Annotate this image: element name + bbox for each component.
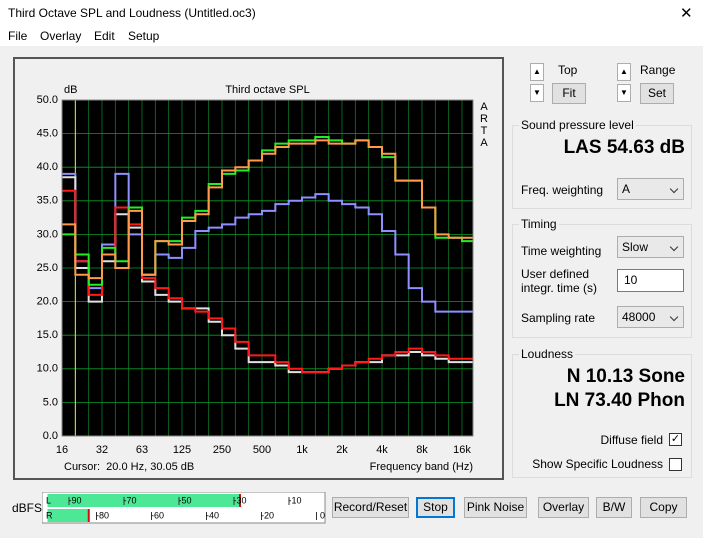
window-title: Third Octave SPL and Loudness (Untitled.… [8,6,256,20]
meter-tick-label: -50 [178,495,191,505]
meter-tick-label: -80 [96,510,109,520]
button[interactable]: Stop [416,497,455,518]
y-tick-label: 50.0 [37,94,58,106]
specific-checkbox[interactable] [669,458,682,471]
x-tick-label: 250 [213,444,231,456]
label: Sampling rate [521,311,596,325]
menu-item[interactable]: Setup [128,29,160,43]
series-line [62,139,473,280]
diffuse-checkbox[interactable]: ✓ [669,433,682,446]
meter-tick-label: -70 [123,495,136,505]
meter-tick-label: -90 [68,495,81,505]
set-button[interactable]: Set [640,83,674,104]
group-caption: Timing [519,217,559,231]
y-tick-label: 40.0 [37,161,58,173]
x-tick-label: 500 [253,444,271,456]
loudness-n: N 10.13 Sone [566,366,685,387]
meter-tick-label: -60 [151,510,164,520]
label: User defined integr. time (s) [521,267,598,295]
x-tick-label: 1k [296,444,308,456]
meter-label: dBFS [12,501,43,515]
y-tick-label: 45.0 [37,128,58,140]
x-tick-label: 63 [136,444,148,456]
x-tick-label: 8k [416,444,428,456]
group-caption: Loudness [519,347,576,361]
meter-tick-label: -40 [206,510,219,520]
meter-tick-label: -30 [233,495,246,505]
top-label: Top [558,63,578,77]
time-weighting-select[interactable]: Slow [617,236,684,258]
y-tick-label: 25.0 [37,262,58,274]
sampling-select[interactable]: 48000 [617,306,684,328]
label: Time weighting [521,244,602,258]
x-tick-label: 2k [336,444,348,456]
level-meter: L -90 -70 -50 -30 -10 R -80 -60 -40 -20 0 [42,492,326,524]
spin-up[interactable]: ▲ [530,63,544,81]
meter-channel: R [46,510,53,520]
button[interactable]: Overlay [538,497,589,518]
spin-down[interactable]: ▼ [530,84,544,102]
spl-group: Sound pressure level [512,118,692,209]
x-tick-label: 16 [56,444,68,456]
meter-channel: L [46,495,51,505]
integr-input[interactable]: 10 [617,269,684,292]
label: Freq. weighting [521,183,604,197]
menu-item[interactable]: File [8,29,28,43]
plot-border [61,99,474,437]
meter-tick-label: 0 [320,510,325,520]
y-tick-label: 35.0 [37,195,58,207]
loudness-group: Loudness [512,347,692,478]
button[interactable]: Copy [640,497,687,518]
meter-tick-label: -10 [288,495,301,505]
x-tick-label: 4k [376,444,388,456]
timing-group: Timing [512,217,692,338]
spin-up[interactable]: ▲ [617,63,631,81]
x-tick-label: 32 [96,444,108,456]
x-tick-label: 125 [173,444,191,456]
fit-button[interactable]: Fit [552,83,586,104]
button[interactable]: Pink Noise [464,497,527,518]
x-tick-label: 16k [453,444,471,456]
y-axis-label: dB [64,84,77,96]
meter-level [47,509,89,522]
chart-title: Third octave SPL [225,84,309,96]
y-tick-label: 0.0 [43,430,58,442]
x-axis-label: Frequency band (Hz) [370,461,473,473]
cursor-readout: Cursor: 20.0 Hz, 30.05 dB [64,461,194,473]
chart: Third octave SPL dB Frequency band (Hz) Cur… [13,57,504,480]
y-tick-label: 5.0 [43,396,58,408]
loudness-ln: LN 73.40 Phon [554,390,685,411]
spl-reading: LAS 54.63 dB [563,137,685,158]
y-tick-label: 20.0 [37,296,58,308]
menu-item[interactable]: Overlay [40,29,82,43]
weighting-select[interactable]: A [617,178,684,200]
y-tick-label: 15.0 [37,329,58,341]
menu-item[interactable]: Edit [94,29,115,43]
close-button[interactable]: ✕ [680,5,693,22]
menu-bar [0,29,703,46]
spin-down[interactable]: ▼ [617,84,631,102]
button[interactable]: B/W [596,497,632,518]
range-label: Range [640,63,676,77]
label: Show Specific Loudness [532,457,663,471]
meter-level [47,494,240,507]
y-tick-label: 30.0 [37,228,58,240]
y-tick-label: 10.0 [37,363,58,375]
button[interactable]: Record/Reset [332,497,409,518]
title-bar [0,0,703,29]
meter-tick-label: -20 [261,510,274,520]
group-caption: Sound pressure level [519,118,636,132]
label: Diffuse field [600,433,663,447]
